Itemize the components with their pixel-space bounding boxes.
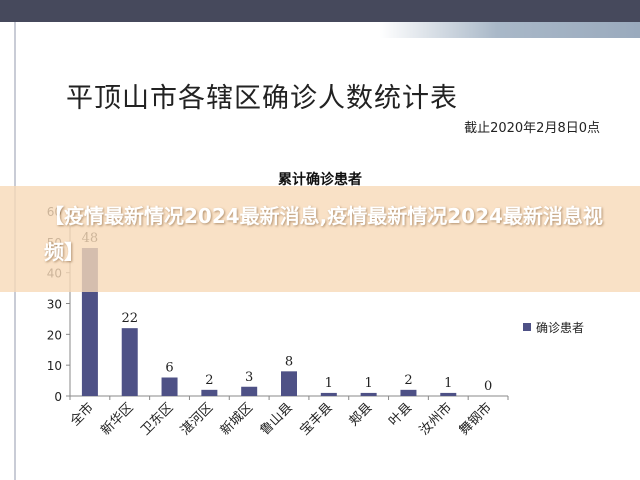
category-label: 卫东区 <box>138 400 176 438</box>
banner-text[interactable]: 【疫情最新情况2024最新消息,疫情最新情况2024最新消息视频】 <box>44 204 603 264</box>
y-tick-label: 30 <box>47 298 62 312</box>
category-label: 舞钢市 <box>456 400 495 439</box>
data-label: 8 <box>285 354 293 369</box>
bar <box>360 392 377 396</box>
bar <box>201 389 218 396</box>
y-tick-label: 20 <box>47 328 62 342</box>
bar <box>281 371 297 396</box>
legend-label: 确诊患者 <box>536 320 585 335</box>
chart-title: 累计确诊患者 <box>278 172 362 188</box>
bar <box>320 392 337 396</box>
bar <box>400 389 417 396</box>
legend-swatch <box>523 323 531 331</box>
top-bar <box>0 0 640 22</box>
page-title: 平顶山市各辖区确诊人数统计表 <box>66 83 458 114</box>
y-tick-label: 10 <box>47 359 62 373</box>
data-label: 2 <box>205 373 213 388</box>
data-label: 1 <box>364 376 372 391</box>
page-subtitle: 截止2020年2月8日0点 <box>464 121 600 136</box>
top-bar-accent <box>380 22 640 38</box>
overlay-banner[interactable]: 【疫情最新情况2024最新消息,疫情最新情况2024最新消息视频】 <box>0 186 640 292</box>
data-label: 2 <box>404 373 412 388</box>
y-tick-label: 0 <box>54 390 62 404</box>
category-label: 叶县 <box>386 400 415 429</box>
data-label: 22 <box>121 311 138 326</box>
category-label: 宝丰县 <box>297 400 335 438</box>
bar <box>121 328 138 396</box>
data-label: 0 <box>484 379 492 394</box>
category-label: 湛河区 <box>178 400 216 438</box>
data-label: 6 <box>165 361 173 376</box>
chart-legend: 确诊患者 <box>523 318 584 336</box>
data-label: 3 <box>245 370 253 385</box>
category-label: 郏县 <box>346 400 375 429</box>
category-label: 全市 <box>67 400 97 430</box>
category-label: 新华区 <box>98 400 137 439</box>
category-label: 新城区 <box>217 400 256 439</box>
data-label: 1 <box>325 376 333 391</box>
data-label: 1 <box>444 376 452 391</box>
bar <box>241 386 258 396</box>
category-label: 鲁山县 <box>258 400 296 438</box>
bar <box>161 377 178 396</box>
category-label: 汝州市 <box>416 400 455 439</box>
bar <box>440 392 457 396</box>
